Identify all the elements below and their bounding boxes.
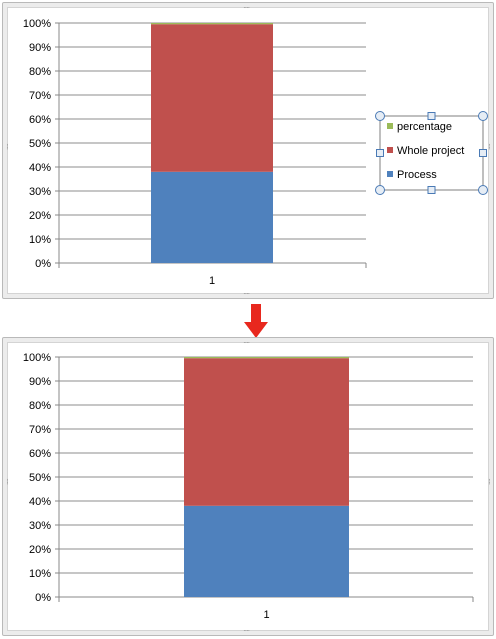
y-tick-label: 90%	[29, 376, 51, 388]
bar-segment-whole-project[interactable]	[151, 24, 273, 172]
resize-handle-top[interactable]: ∙∙∙∙	[243, 337, 250, 347]
y-tick-label: 10%	[29, 234, 51, 246]
y-tick-label: 100%	[23, 18, 51, 30]
bar-segment-percentage[interactable]	[184, 357, 349, 359]
selection-corner-handle[interactable]	[375, 111, 385, 121]
y-tick-label: 60%	[29, 114, 51, 126]
selection-side-handle[interactable]	[427, 186, 436, 194]
y-tick-label: 100%	[23, 352, 51, 364]
y-tick-label: 60%	[29, 448, 51, 460]
y-tick-label: 30%	[29, 520, 51, 532]
y-tick-label: 80%	[29, 66, 51, 78]
selection-corner-handle[interactable]	[375, 185, 385, 195]
stacked-bar-chart-top: 0% 10% 20% 30% 40% 50% 60% 70% 80% 90% 100% 1 percen…	[23, 18, 488, 287]
y-tick-label: 40%	[29, 162, 51, 174]
bar-segment-process[interactable]	[184, 505, 349, 597]
y-tick-label: 70%	[29, 424, 51, 436]
y-tick-label: 90%	[29, 42, 51, 54]
y-tick-label: 0%	[35, 258, 51, 270]
y-tick-label: 10%	[29, 568, 51, 580]
bar-segment-percentage[interactable]	[151, 23, 273, 25]
resize-handle-right[interactable]: ∙∙∙∙	[485, 478, 495, 485]
chart-area-border	[7, 342, 489, 631]
y-tick-label: 20%	[29, 544, 51, 556]
legend-label[interactable]: Process	[397, 169, 437, 181]
bar-segment-whole-project[interactable]	[184, 358, 349, 506]
resize-handle-bottom[interactable]: ∙∙∙∙	[243, 288, 250, 298]
stacked-bar-chart-bottom: 0% 10% 20% 30% 40% 50% 60% 70% 80% 90% 100% 1	[23, 352, 474, 621]
y-tick-label: 50%	[29, 472, 51, 484]
y-tick-label: 80%	[29, 400, 51, 412]
arrow-down-icon	[244, 304, 268, 338]
selection-side-handle[interactable]	[427, 112, 436, 120]
y-tick-label: 40%	[29, 496, 51, 508]
selection-side-handle[interactable]	[376, 149, 384, 157]
chart-frame-top[interactable]: ∙∙∙∙ ∙∙∙∙ ∙∙∙∙ ∙∙∙∙ 0% 10% 20% 30% 40% 50% 60%…	[2, 2, 495, 299]
resize-handle-right[interactable]: ∙∙∙∙	[485, 143, 495, 150]
chart-area-border	[7, 7, 489, 294]
y-tick-label: 70%	[29, 90, 51, 102]
legend-label[interactable]: percentage	[397, 121, 452, 133]
resize-handle-bottom[interactable]: ∙∙∙∙	[243, 625, 250, 635]
chart-frame-bottom[interactable]: ∙∙∙∙ ∙∙∙∙ ∙∙∙∙ ∙∙∙∙ 0% 10% 20% 30% 40% 50% 60%…	[2, 337, 495, 636]
resize-handle-top[interactable]: ∙∙∙∙	[243, 2, 250, 12]
y-tick-label: 30%	[29, 186, 51, 198]
y-tick-label: 0%	[35, 592, 51, 604]
legend-swatch	[387, 147, 393, 153]
x-category-label: 1	[263, 609, 269, 621]
legend-label[interactable]: Whole project	[397, 145, 464, 157]
x-category-label: 1	[209, 275, 215, 287]
resize-handle-left[interactable]: ∙∙∙∙	[3, 478, 13, 485]
selection-corner-handle[interactable]	[478, 111, 488, 121]
legend-swatch	[387, 123, 393, 129]
y-tick-label: 50%	[29, 138, 51, 150]
legend-box[interactable]	[379, 115, 484, 191]
selection-side-handle[interactable]	[479, 149, 487, 157]
resize-handle-left[interactable]: ∙∙∙∙	[3, 143, 13, 150]
y-tick-label: 20%	[29, 210, 51, 222]
selection-corner-handle[interactable]	[478, 185, 488, 195]
legend-swatch	[387, 171, 393, 177]
bar-segment-process[interactable]	[151, 171, 273, 263]
